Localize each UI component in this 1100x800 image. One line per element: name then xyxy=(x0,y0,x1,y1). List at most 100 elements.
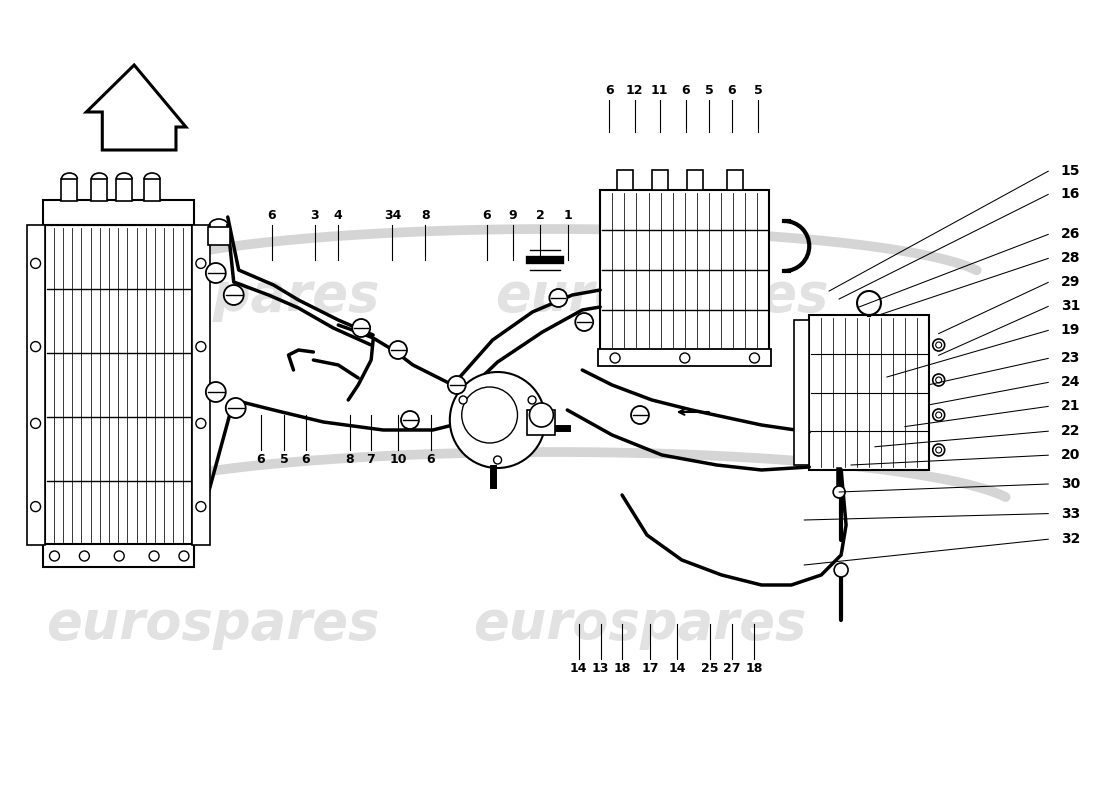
Circle shape xyxy=(206,263,225,283)
Circle shape xyxy=(462,387,517,443)
Text: 18: 18 xyxy=(745,662,762,675)
Circle shape xyxy=(528,396,536,404)
Circle shape xyxy=(31,258,41,268)
Text: 11: 11 xyxy=(651,84,669,97)
Text: 7: 7 xyxy=(366,453,375,466)
Circle shape xyxy=(196,342,206,352)
Text: 6: 6 xyxy=(605,84,614,97)
Circle shape xyxy=(31,418,41,429)
Text: 12: 12 xyxy=(626,84,644,97)
Text: 4: 4 xyxy=(333,210,342,222)
Text: 28: 28 xyxy=(1060,251,1080,266)
Text: 10: 10 xyxy=(389,453,407,466)
Text: 22: 22 xyxy=(1060,424,1080,438)
Circle shape xyxy=(834,563,848,577)
Circle shape xyxy=(933,409,945,421)
Text: 6: 6 xyxy=(301,453,310,466)
Text: 26: 26 xyxy=(1060,227,1080,242)
Text: 13: 13 xyxy=(592,662,609,675)
Circle shape xyxy=(196,258,206,268)
Text: 16: 16 xyxy=(1060,187,1080,202)
Circle shape xyxy=(749,353,759,363)
Text: 8: 8 xyxy=(345,453,354,466)
Bar xyxy=(44,225,191,545)
Bar xyxy=(794,320,810,465)
Circle shape xyxy=(31,342,41,352)
Text: 23: 23 xyxy=(1060,351,1080,366)
Text: 30: 30 xyxy=(1060,477,1080,491)
Text: 18: 18 xyxy=(614,662,631,675)
Circle shape xyxy=(936,377,942,383)
Text: 6: 6 xyxy=(256,453,265,466)
Circle shape xyxy=(575,313,593,331)
Circle shape xyxy=(680,353,690,363)
Circle shape xyxy=(549,289,568,307)
Text: 8: 8 xyxy=(421,210,430,222)
Text: 32: 32 xyxy=(1060,532,1080,546)
Circle shape xyxy=(833,486,845,498)
Text: 14: 14 xyxy=(570,662,587,675)
Circle shape xyxy=(206,382,225,402)
Text: 1: 1 xyxy=(563,210,572,222)
Circle shape xyxy=(459,396,468,404)
Bar xyxy=(617,170,632,190)
Bar xyxy=(91,179,108,201)
Bar xyxy=(727,170,742,190)
Text: 5: 5 xyxy=(705,84,714,97)
Bar xyxy=(26,225,44,545)
Bar xyxy=(652,170,668,190)
Bar xyxy=(810,315,928,470)
Text: 6: 6 xyxy=(267,210,276,222)
Text: 24: 24 xyxy=(1060,375,1080,390)
Circle shape xyxy=(389,341,407,359)
Circle shape xyxy=(933,374,945,386)
Circle shape xyxy=(50,551,59,561)
Circle shape xyxy=(114,551,124,561)
Circle shape xyxy=(196,502,206,512)
Text: eurospares: eurospares xyxy=(495,270,828,322)
Bar xyxy=(144,179,159,201)
Polygon shape xyxy=(87,65,186,150)
Text: 5: 5 xyxy=(279,453,288,466)
Text: 6: 6 xyxy=(427,453,436,466)
Text: 15: 15 xyxy=(1060,164,1080,178)
Bar xyxy=(62,179,77,201)
Circle shape xyxy=(402,411,419,429)
Text: 19: 19 xyxy=(1060,323,1080,338)
Text: 5: 5 xyxy=(754,84,762,97)
Text: 14: 14 xyxy=(669,662,686,675)
Circle shape xyxy=(936,412,942,418)
Circle shape xyxy=(352,319,370,337)
Text: 3: 3 xyxy=(310,210,319,222)
Circle shape xyxy=(631,406,649,424)
Text: 25: 25 xyxy=(702,662,718,675)
Text: 29: 29 xyxy=(1060,275,1080,290)
Text: 21: 21 xyxy=(1060,399,1080,414)
Text: 20: 20 xyxy=(1060,448,1080,462)
Bar xyxy=(208,227,230,245)
Circle shape xyxy=(448,376,465,394)
Circle shape xyxy=(223,285,244,305)
Circle shape xyxy=(31,502,41,512)
Bar xyxy=(191,225,210,545)
Text: 6: 6 xyxy=(728,84,736,97)
Bar xyxy=(43,200,194,225)
Bar xyxy=(117,179,132,201)
Text: 9: 9 xyxy=(508,210,517,222)
Text: eurospares: eurospares xyxy=(46,270,380,322)
Circle shape xyxy=(933,339,945,351)
Text: 17: 17 xyxy=(641,662,659,675)
Circle shape xyxy=(79,551,89,561)
Circle shape xyxy=(936,447,942,453)
Bar xyxy=(528,410,556,435)
Text: 33: 33 xyxy=(1060,506,1080,521)
Circle shape xyxy=(936,342,942,348)
Text: 6: 6 xyxy=(482,210,491,222)
Text: 6: 6 xyxy=(682,84,691,97)
Circle shape xyxy=(150,551,160,561)
Text: eurospares: eurospares xyxy=(473,598,806,650)
Circle shape xyxy=(494,456,502,464)
Bar xyxy=(601,190,769,350)
Circle shape xyxy=(610,353,620,363)
Bar xyxy=(686,170,703,190)
